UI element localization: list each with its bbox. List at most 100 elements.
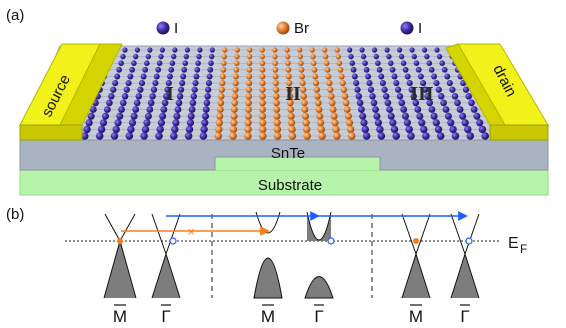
iodine-atom [424,93,431,100]
iodine-atom [446,80,453,87]
bromine-atom [314,93,321,100]
iodine-atom [143,119,151,127]
bromine-atom [336,60,343,66]
bromine-atom [322,53,329,60]
region-I-Gamma-fermi-dot [169,237,177,245]
iodine-atom [449,86,456,93]
bromine-atom [233,73,239,80]
iodine-atom [125,132,134,140]
bromine-atom [329,106,337,113]
iodine-atom [185,125,194,134]
bromine-atom [218,93,225,100]
iodine-atom [409,47,415,53]
bromine-atom [337,66,344,73]
iodine-atom [461,119,469,127]
bromine-atom [244,119,252,127]
bromine-atom [347,132,356,140]
bromine-atom [316,119,325,127]
iodine-atom [150,86,158,93]
iodine-atom [190,93,198,100]
bromine-atom [215,119,223,127]
iodine-atom [404,73,411,80]
bromine-atom [331,119,339,127]
iodine-atom [191,86,198,93]
bromine-atom [345,119,354,127]
bromine-atom [273,132,282,140]
iodine-atom [436,132,445,140]
iodine-atom [156,60,163,66]
iodine-atom [451,93,459,100]
bromine-atom [245,93,253,100]
blocked-cross-mark: × [187,224,195,239]
bromine-atom [285,60,291,66]
bromine-atom [230,112,238,120]
bromine-atom [284,53,291,60]
iodine-atom [417,73,424,80]
bromine-atom [346,125,355,134]
iodine-atom [473,112,481,120]
iodine-atom [167,73,173,80]
bromine-atom [234,53,240,60]
iodine-atom [444,112,452,120]
bromine-atom [218,86,225,93]
bromine-atom [287,99,294,107]
bromine-atom [272,66,279,73]
substrate [19,157,549,196]
iodine-atom [120,53,126,60]
bromine-atom [325,73,332,80]
iodine-atom [350,66,357,73]
bromine-atom [342,99,350,107]
iodine-atom [369,93,376,100]
iodine-atom [349,60,356,66]
iodine-atom [478,125,487,134]
iodine-atom [159,112,167,120]
iodine-atom [375,60,381,66]
iodine-atom [353,80,360,87]
iodine-atom [411,53,417,60]
bromine-atom [259,99,266,107]
iodine-atom [359,112,367,120]
iodine-atom [171,125,179,134]
iodine-atom [436,53,443,60]
iodine-atom [407,132,415,140]
iodine-atom [180,73,187,80]
bromine-atom [317,125,326,134]
bromine-atom [222,47,228,53]
iodine-atom [106,99,113,107]
iodine-atom [400,106,408,113]
bromine-atom [245,106,252,113]
iodine-atom [468,99,475,107]
bromine-atom [232,80,239,87]
iodine-atom [418,119,426,127]
bromine-atom [288,132,297,140]
iodine-atom [481,132,490,140]
iodine-atom [465,93,472,100]
bromine-atom [259,106,267,113]
bromine-atom [244,132,252,140]
bromine-atom [232,86,239,93]
iodine-atom [138,80,146,87]
bromine-atom [244,125,252,134]
iodine-atom [127,125,135,134]
iodine-atom [402,66,409,73]
iodine-atom [209,47,215,53]
iodine-atom [365,73,372,80]
legend-bromine-marker [276,21,290,35]
iodine-atom [145,53,151,60]
iodine-atom [390,125,399,134]
iodine-atom [428,66,435,73]
legend-iodine-label: I [174,20,178,37]
iodine-atom [194,66,201,73]
iodine-atom [384,47,390,53]
iodine-atom [444,73,451,80]
iodine-atom [405,125,413,134]
bromine-atom [326,80,333,87]
bromine-atom [332,125,340,134]
iodine-atom [449,125,457,134]
bromine-atom [315,106,323,113]
iodine-atom [386,53,392,60]
bromine-atom [259,86,266,93]
iodine-atom [144,112,152,120]
iodine-atom [131,60,137,66]
bromine-atom [272,86,280,93]
